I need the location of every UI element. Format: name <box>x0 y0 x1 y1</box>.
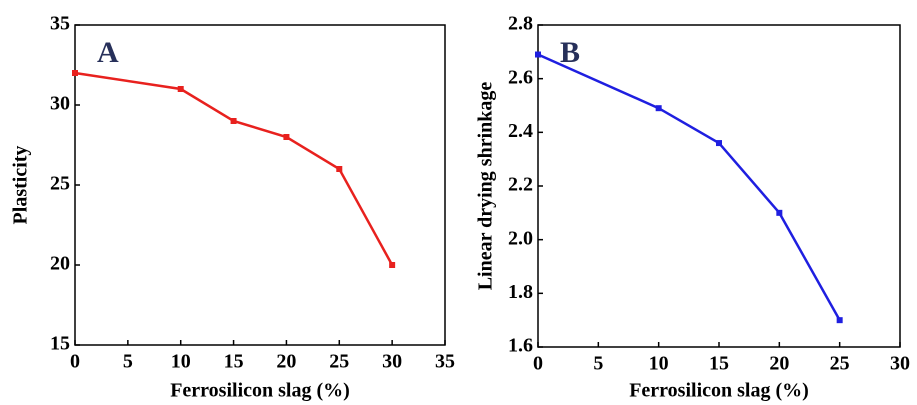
x-tick-label: 10 <box>649 353 669 375</box>
y-tick-label: 20 <box>50 253 70 275</box>
panel-label: A <box>97 36 119 69</box>
x-tick-label: 15 <box>709 353 729 375</box>
data-point <box>177 86 184 92</box>
data-point <box>230 118 237 124</box>
data-line <box>74 71 394 266</box>
data-point <box>836 317 843 324</box>
data-point <box>716 140 722 147</box>
y-tick-label: 2.8 <box>508 13 533 35</box>
plot-frame <box>74 24 446 346</box>
data-point <box>535 51 541 58</box>
x-tick-label: 20 <box>276 351 296 373</box>
data-point <box>776 209 783 216</box>
y-tick-label: 2.4 <box>508 120 533 142</box>
data-line <box>537 53 841 321</box>
x-tick-label: 5 <box>123 351 133 373</box>
data-point <box>283 134 290 140</box>
x-tick-label: 30 <box>890 353 910 375</box>
plot-frame <box>537 24 901 348</box>
x-axis-label: Ferrosilicon slag (%) <box>170 380 350 402</box>
y-tick-label: 2.6 <box>508 66 533 88</box>
x-tick-label: 5 <box>593 353 603 375</box>
y-tick-label: 25 <box>50 173 70 195</box>
y-tick-label: 30 <box>50 93 70 115</box>
x-tick-label: 0 <box>70 351 80 373</box>
x-tick-label: 15 <box>224 351 244 373</box>
data-point <box>389 262 396 268</box>
data-point <box>336 166 343 172</box>
y-tick-label: 1.8 <box>508 281 533 303</box>
x-tick-label: 25 <box>329 351 349 373</box>
y-axis-label: Plasticity <box>10 146 32 225</box>
x-tick-label: 20 <box>769 353 789 375</box>
x-tick-label: 30 <box>382 351 402 373</box>
panel-label: B <box>560 36 580 69</box>
data-point <box>655 105 662 112</box>
y-axis-label: Linear drying shrinkage <box>475 82 497 291</box>
x-axis-label: Ferrosilicon slag (%) <box>629 380 809 402</box>
x-tick-label: 0 <box>533 353 543 375</box>
data-point <box>72 70 78 76</box>
y-tick-label: 1.6 <box>508 335 533 357</box>
y-tick-label: 15 <box>50 333 70 355</box>
x-tick-label: 25 <box>830 353 850 375</box>
x-tick-label: 35 <box>435 351 455 373</box>
y-tick-label: 2.0 <box>508 227 533 249</box>
x-tick-label: 10 <box>171 351 191 373</box>
y-tick-label: 2.2 <box>508 174 533 196</box>
y-tick-label: 35 <box>50 13 70 35</box>
